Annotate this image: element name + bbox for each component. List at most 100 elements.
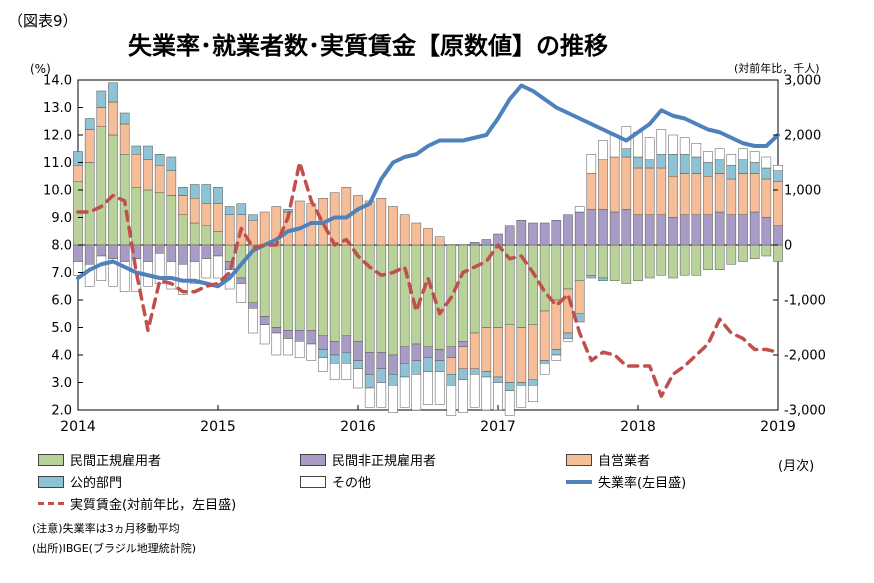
bar-public: [481, 371, 492, 378]
bar-formal: [329, 244, 340, 342]
bar-informal: [446, 346, 457, 358]
bar-self: [376, 198, 387, 246]
bar-public: [189, 184, 200, 199]
legend-label: 公的部門: [70, 476, 123, 491]
bar-informal: [458, 341, 468, 347]
bar-other: [644, 137, 655, 160]
bar-informal: [283, 330, 293, 339]
bar-public: [469, 368, 480, 375]
bar-informal: [96, 244, 107, 257]
y-left-tick-label: 14.0: [43, 74, 72, 89]
bar-public: [201, 184, 212, 204]
bar-formal: [364, 244, 375, 353]
bar-formal: [773, 244, 783, 262]
bar-self: [598, 159, 608, 210]
chart-title: 失業率･就業者数･実質賃金【原数値】の推移: [128, 32, 608, 60]
bar-other: [166, 261, 177, 290]
bar-public: [773, 170, 783, 182]
bar-self: [131, 154, 142, 188]
bar-other: [668, 134, 678, 155]
bar-self: [73, 165, 83, 182]
bar-informal: [563, 214, 573, 246]
bar-formal: [691, 244, 702, 276]
legend-swatch-formal: [38, 453, 64, 466]
bar-other: [761, 156, 772, 169]
bar-formal: [539, 244, 550, 312]
bar-public: [108, 82, 118, 103]
legend-label: 自営業者: [598, 454, 651, 469]
bar-public: [131, 145, 142, 155]
bar-formal: [469, 244, 480, 334]
bar-public: [364, 374, 375, 389]
bar-informal: [306, 330, 317, 345]
bar-formal: [703, 244, 713, 270]
bar-public: [341, 352, 352, 364]
bar-self: [446, 357, 457, 375]
bar-formal: [259, 244, 270, 317]
bar-self: [119, 123, 130, 155]
y-right-tick-label: 3,000: [784, 74, 821, 89]
bar-self: [563, 288, 573, 334]
bar-self: [609, 156, 620, 213]
bar-public: [504, 382, 515, 391]
bar-other: [119, 261, 130, 292]
bar-other: [189, 261, 200, 284]
bar-other: [773, 165, 783, 171]
bar-other: [294, 341, 305, 358]
y-right-unit: (対前年比，千人): [734, 62, 820, 75]
y-left-tick-label: 7.0: [51, 266, 72, 281]
bar-self: [481, 327, 492, 372]
bar-other: [516, 385, 527, 408]
bar-self: [773, 181, 783, 226]
bar-informal: [761, 217, 772, 246]
bar-other: [691, 143, 702, 158]
bar-other: [236, 283, 247, 303]
bar-formal: [609, 244, 620, 281]
bar-informal: [481, 239, 492, 246]
bar-public: [73, 151, 83, 166]
bar-informal: [703, 214, 713, 246]
bar-other: [353, 368, 363, 389]
bar-formal: [679, 244, 690, 276]
bar-other: [598, 140, 608, 160]
bar-public: [376, 368, 387, 383]
bar-other: [504, 390, 515, 416]
bar-formal: [84, 162, 95, 246]
bar-public: [423, 357, 433, 372]
bar-public: [318, 349, 328, 358]
bar-informal: [644, 214, 655, 246]
bar-formal: [399, 244, 410, 347]
bar-formal: [294, 244, 305, 331]
bar-public: [248, 214, 258, 221]
bar-formal: [341, 244, 352, 336]
bar-self: [738, 173, 748, 215]
bar-informal: [679, 214, 690, 246]
bar-formal: [283, 244, 293, 331]
bar-formal: [726, 244, 737, 265]
bar-other: [318, 357, 328, 372]
bar-self: [259, 211, 270, 246]
bar-public: [96, 90, 107, 108]
bar-other: [201, 258, 212, 279]
legend-swatch-public: [38, 475, 64, 488]
bar-informal: [668, 217, 678, 246]
bar-informal: [166, 244, 177, 262]
y-right-tick-label: -1,000: [784, 294, 826, 309]
bar-public: [644, 159, 655, 169]
y-right-tick-label: -2,000: [784, 349, 826, 364]
bar-formal: [201, 225, 212, 246]
bar-other: [726, 154, 737, 166]
bar-self: [224, 214, 235, 246]
bar-public: [434, 360, 445, 372]
bar-self: [726, 178, 737, 215]
bar-informal: [341, 335, 352, 353]
bar-public: [143, 145, 153, 160]
bar-public: [213, 187, 223, 204]
bar-other: [376, 382, 387, 408]
bar-formal: [306, 244, 317, 331]
bar-other: [539, 363, 550, 375]
y-left-tick-label: 4.0: [51, 349, 72, 364]
bar-public: [528, 379, 538, 386]
bar-public: [679, 154, 690, 174]
bar-formal: [574, 244, 585, 281]
